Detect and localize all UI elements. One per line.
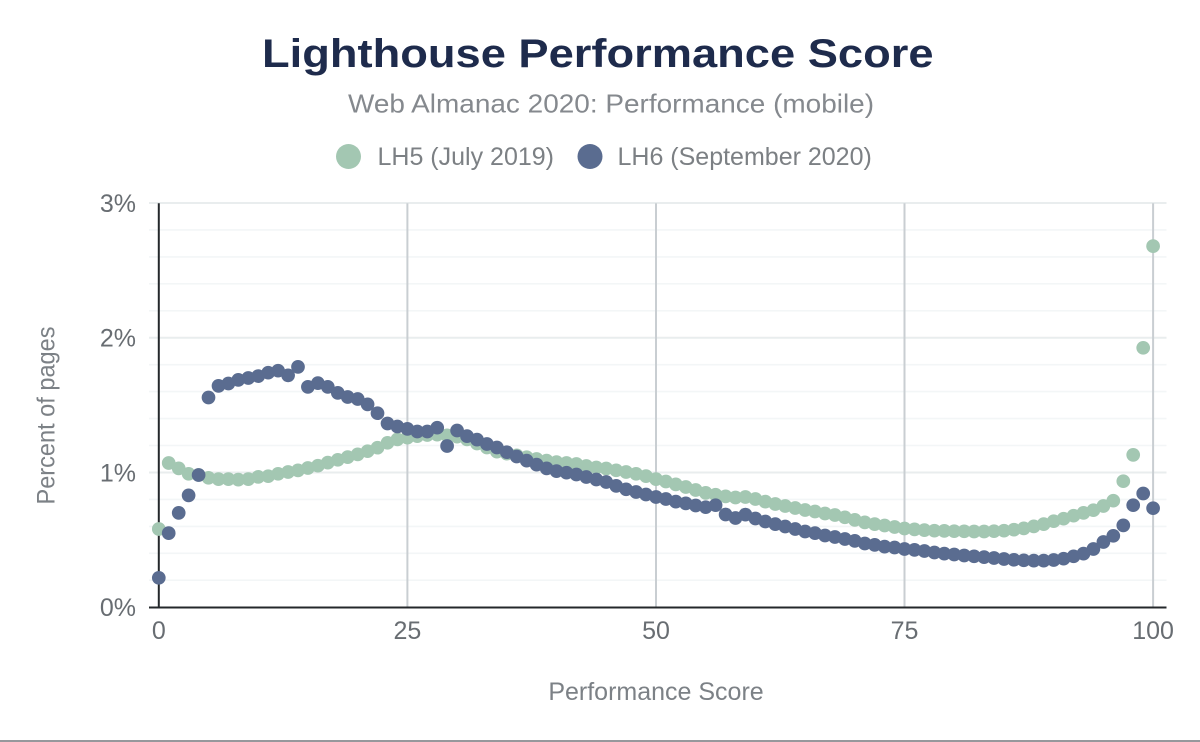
svg-text:0: 0	[152, 617, 166, 645]
svg-text:Lighthouse Performance Score: Lighthouse Performance Score	[262, 32, 934, 76]
svg-text:25: 25	[393, 617, 421, 645]
svg-text:LH6 (September 2020): LH6 (September 2020)	[618, 143, 872, 171]
svg-text:50: 50	[642, 617, 670, 645]
svg-text:Percent of pages: Percent of pages	[33, 327, 61, 505]
svg-text:1%: 1%	[100, 460, 136, 488]
svg-text:3%: 3%	[100, 190, 136, 218]
svg-text:Web Almanac 2020: Performance: Web Almanac 2020: Performance (mobile)	[348, 89, 874, 119]
svg-text:0%: 0%	[100, 594, 136, 622]
svg-text:LH5 (July 2019): LH5 (July 2019)	[378, 143, 554, 171]
svg-text:75: 75	[891, 617, 919, 645]
svg-text:100: 100	[1132, 617, 1174, 645]
svg-text:Performance Score: Performance Score	[548, 678, 763, 706]
svg-text:2%: 2%	[100, 325, 136, 353]
